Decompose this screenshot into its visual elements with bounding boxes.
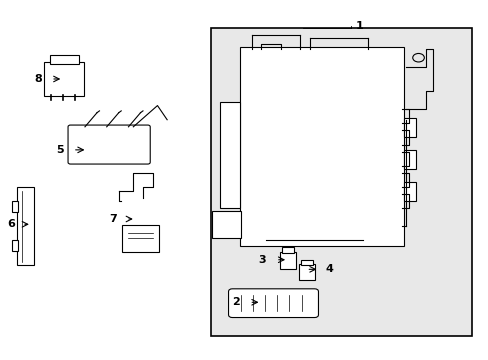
Text: 4: 4 [325, 264, 333, 274]
Text: 5: 5 [57, 145, 64, 155]
FancyBboxPatch shape [44, 62, 84, 96]
FancyBboxPatch shape [211, 211, 241, 238]
Bar [12, 201, 18, 212]
Text: 8: 8 [35, 74, 42, 84]
FancyBboxPatch shape [301, 260, 312, 265]
Bar [12, 240, 18, 251]
Text: 3: 3 [258, 255, 265, 265]
Bar [17, 187, 34, 265]
FancyBboxPatch shape [279, 252, 296, 269]
Bar [403, 118, 415, 138]
FancyBboxPatch shape [228, 289, 318, 318]
Text: 1: 1 [355, 21, 363, 31]
Text: 2: 2 [231, 297, 239, 307]
FancyBboxPatch shape [50, 55, 79, 64]
Bar [403, 150, 415, 169]
FancyBboxPatch shape [68, 125, 150, 164]
Bar [403, 182, 415, 201]
FancyBboxPatch shape [239, 47, 403, 246]
FancyBboxPatch shape [122, 225, 159, 252]
FancyBboxPatch shape [299, 264, 314, 280]
Bar [210, 28, 471, 336]
Text: 7: 7 [109, 214, 117, 224]
Bar [220, 102, 239, 208]
FancyBboxPatch shape [281, 247, 294, 253]
Text: 6: 6 [7, 219, 15, 229]
